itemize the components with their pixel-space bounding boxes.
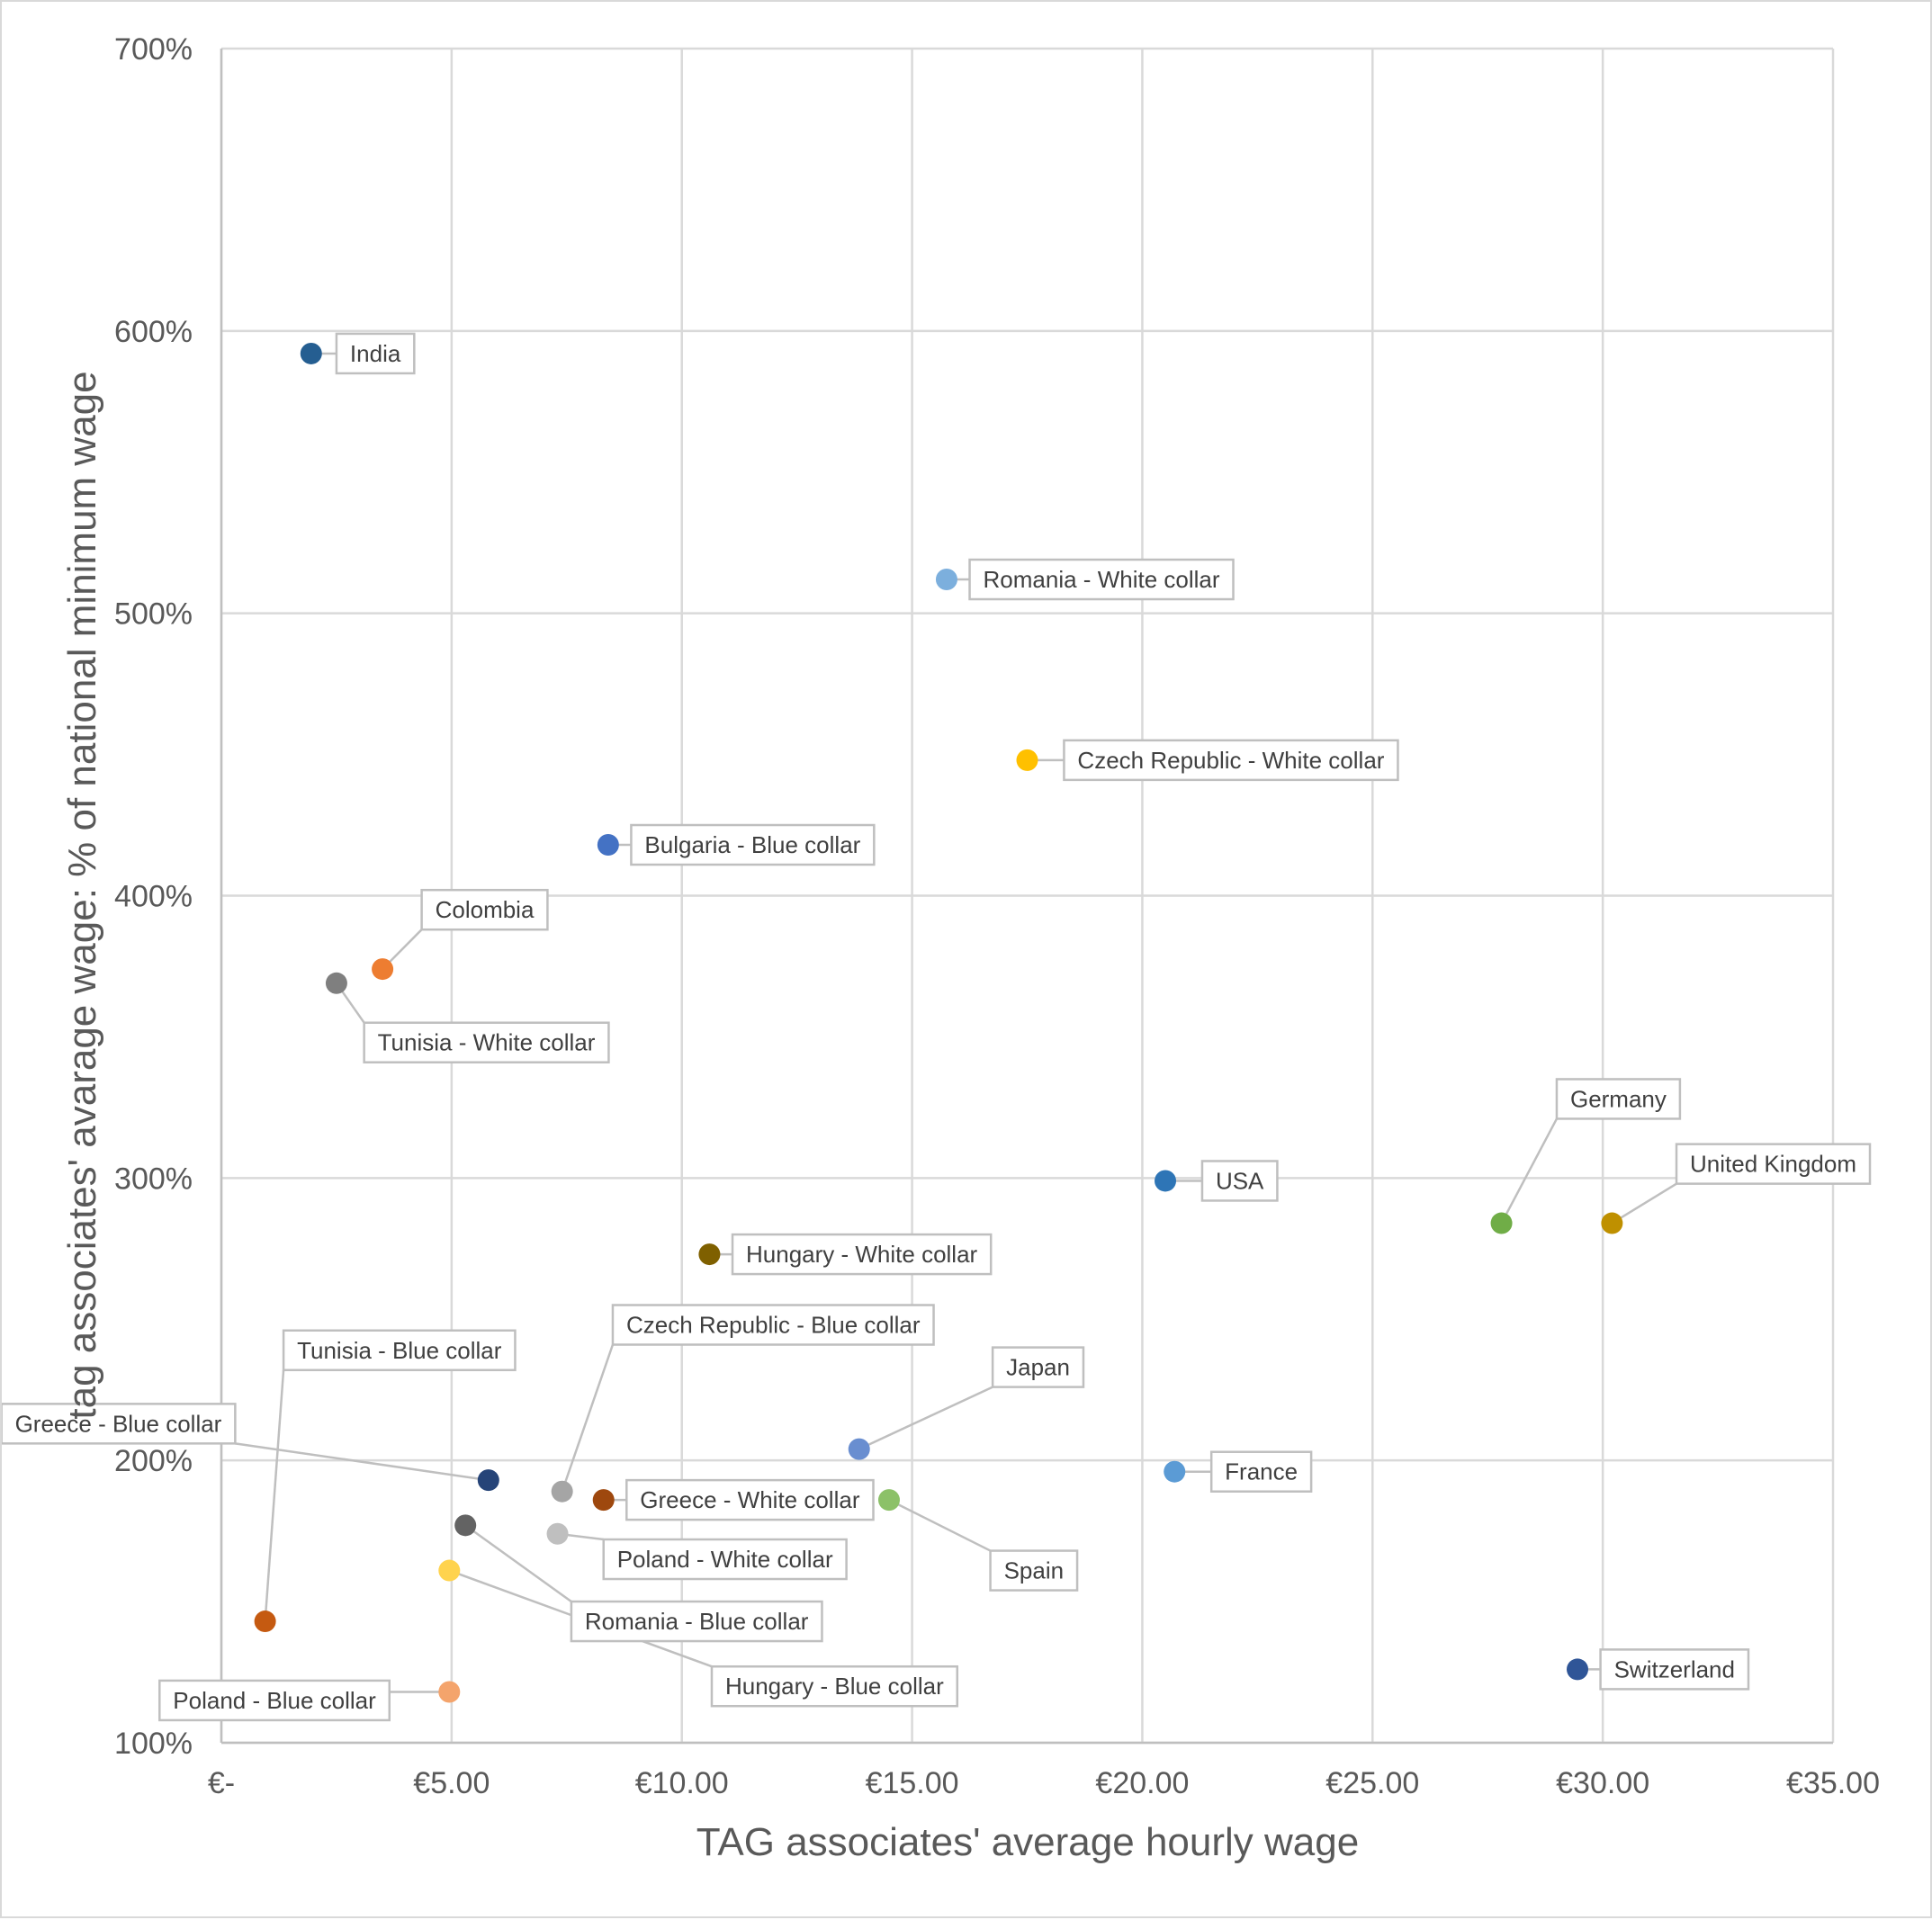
data-label-czech-republic-blue-collar: Czech Republic - Blue collar [626, 1312, 921, 1339]
data-label-colombia: Colombia [436, 896, 535, 923]
data-point-bulgaria-blue-collar [597, 834, 619, 857]
x-tick-label: €20.00 [1095, 1766, 1189, 1800]
data-label-box-czech-republic-blue-collar [611, 1304, 935, 1346]
y-tick-label: 100% [114, 1727, 193, 1761]
leader-line-japan [858, 1386, 993, 1450]
data-label-box-poland-blue-collar [158, 1679, 391, 1722]
data-label-tunisia-blue-collar: Tunisia - Blue collar [297, 1337, 502, 1364]
leader-line-germany [1500, 1117, 1559, 1225]
data-label-switzerland: Switzerland [1614, 1655, 1735, 1682]
data-label-box-tunisia-white-collar [363, 1021, 610, 1063]
x-tick-label: €35.00 [1786, 1766, 1880, 1800]
data-label-box-poland-white-collar [602, 1538, 848, 1581]
data-point-colombia [372, 958, 394, 981]
x-tick-label: €- [208, 1766, 235, 1800]
data-label-box-czech-republic-white-collar [1063, 739, 1399, 782]
data-label-box-hungary-blue-collar [710, 1664, 959, 1708]
y-tick-label: 700% [114, 32, 193, 67]
data-label-box-japan [991, 1346, 1085, 1388]
data-label-greece-blue-collar: Greece - Blue collar [15, 1410, 222, 1437]
y-tick-label: 400% [114, 880, 193, 914]
leader-line-tunisia-blue-collar [264, 1369, 285, 1622]
y-tick-label: 300% [114, 1162, 193, 1196]
axes: €- €5.00 €10.00 €15.00 €20.00 €25.00 €30.00 €35… [114, 32, 1880, 1800]
data-label-romania-blue-collar: Romania - Blue collar [585, 1608, 809, 1635]
x-tick-label: €10.00 [635, 1766, 729, 1800]
leader-line-greece-blue-collar [235, 1442, 489, 1482]
data-label-hungary-blue-collar: Hungary - Blue collar [725, 1673, 944, 1700]
data-label-box-romania-white-collar [968, 558, 1235, 601]
data-labels: India Romania - White collar Czech Republi… [2, 332, 1872, 1722]
data-label-spain: Spain [1004, 1557, 1065, 1584]
data-label-hungary-white-collar: Hungary - White collar [746, 1241, 978, 1268]
data-point-greece-white-collar [592, 1489, 615, 1512]
data-label-usa: USA [1216, 1167, 1264, 1194]
data-point-romania-blue-collar [454, 1514, 477, 1537]
data-label-box-usa [1200, 1160, 1279, 1202]
x-tick-label: €5.00 [413, 1766, 490, 1800]
data-label-box-romania-blue-collar [570, 1600, 823, 1643]
data-label-box-united-kingdom [1675, 1143, 1872, 1185]
leader-line-united-kingdom [1611, 1182, 1677, 1225]
x-tick-label: €30.00 [1556, 1766, 1649, 1800]
data-point-united-kingdom [1601, 1212, 1623, 1234]
data-point-romania-white-collar [935, 569, 957, 591]
data-label-romania-white-collar: Romania - White collar [984, 566, 1220, 593]
data-label-india: India [350, 340, 401, 367]
x-axis-title: TAG associates' average hourly wage [696, 1820, 1359, 1864]
data-point-germany [1490, 1212, 1513, 1234]
data-label-bulgaria-blue-collar: Bulgaria - Blue collar [644, 831, 860, 858]
data-point-tunisia-white-collar [325, 972, 347, 994]
data-point-france [1164, 1460, 1186, 1483]
data-point-japan [848, 1438, 870, 1460]
data-label-box-tunisia-blue-collar [282, 1329, 517, 1372]
leader-line-czech-republic-blue-collar [561, 1344, 615, 1493]
data-label-box-france [1209, 1450, 1313, 1493]
data-point-czech-republic-blue-collar [551, 1480, 573, 1503]
x-tick-label: €25.00 [1325, 1766, 1419, 1800]
data-label-box-india [335, 332, 416, 375]
data-point-switzerland [1566, 1658, 1588, 1681]
data-label-box-spain [989, 1549, 1079, 1592]
data-point-czech-republic-white-collar [1016, 749, 1038, 771]
data-label-greece-white-collar: Greece - White collar [640, 1486, 860, 1513]
data-label-box-bulgaria-blue-collar [630, 823, 876, 866]
y-tick-label: 600% [114, 315, 193, 349]
data-label-japan: Japan [1006, 1354, 1070, 1381]
data-label-box-colombia [420, 888, 549, 931]
data-label-box-hungary-white-collar [731, 1233, 993, 1276]
data-label-box-greece-blue-collar [2, 1403, 237, 1445]
data-label-box-greece-white-collar [625, 1478, 875, 1521]
data-label-poland-white-collar: Poland - White collar [617, 1546, 833, 1573]
data-label-poland-blue-collar: Poland - Blue collar [173, 1687, 376, 1714]
leader-line-spain [888, 1498, 992, 1552]
data-label-box-germany [1555, 1078, 1682, 1120]
data-point-hungary-white-collar [698, 1243, 721, 1266]
data-label-tunisia-white-collar: Tunisia - White collar [378, 1029, 596, 1056]
data-label-czech-republic-white-collar: Czech Republic - White collar [1077, 747, 1384, 774]
data-label-germany: Germany [1570, 1085, 1667, 1112]
data-label-france: France [1225, 1458, 1298, 1485]
leader-line-romania-blue-collar [464, 1524, 572, 1603]
data-point-tunisia-blue-collar [254, 1610, 276, 1633]
data-point-hungary-blue-collar [438, 1559, 461, 1582]
data-points [254, 342, 1623, 1703]
data-point-india [300, 342, 322, 364]
x-tick-label: €15.00 [866, 1766, 959, 1800]
data-point-spain [877, 1489, 900, 1512]
data-point-poland-blue-collar [438, 1681, 461, 1703]
y-tick-label: 500% [114, 597, 193, 632]
data-label-united-kingdom: United Kingdom [1690, 1151, 1856, 1178]
y-tick-label: 200% [114, 1444, 193, 1478]
data-label-box-switzerland [1599, 1648, 1750, 1691]
data-point-poland-white-collar [546, 1522, 569, 1545]
data-point-usa [1155, 1170, 1177, 1192]
y-axis-title: tag associates' avarage wage: % of natio… [60, 371, 104, 1419]
data-point-greece-blue-collar [477, 1469, 499, 1492]
